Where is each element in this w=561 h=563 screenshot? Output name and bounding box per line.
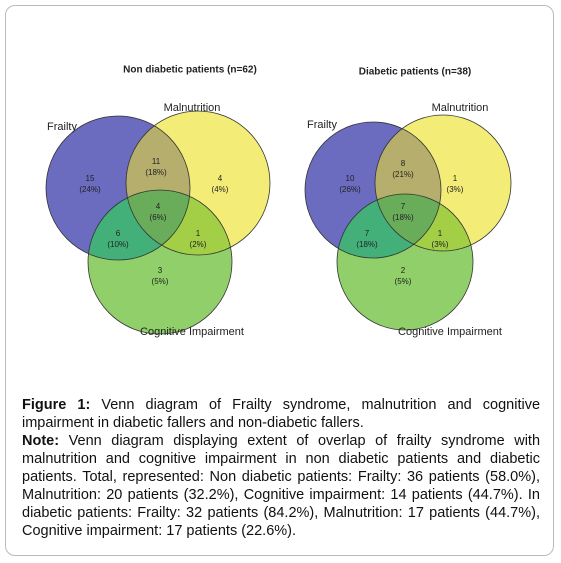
region-percent: (26%) (339, 185, 361, 194)
region-count: 7 (401, 202, 406, 211)
region-percent: (4%) (212, 185, 229, 194)
overlap-region (126, 190, 232, 255)
region-percent: (24%) (79, 185, 101, 194)
region-percent: (18%) (392, 213, 414, 222)
set-outline (374, 114, 512, 252)
set-outline (336, 193, 474, 331)
set-label: Cognitive Impairment (140, 326, 244, 338)
caption: Figure 1: Venn diagram of Frailty syndro… (22, 396, 540, 540)
region-percent: (3%) (447, 185, 464, 194)
region-count: 4 (218, 174, 223, 183)
note-text: Venn diagram displaying extent of overla… (22, 433, 541, 539)
region-percent: (3%) (432, 240, 449, 249)
overlap-region (375, 194, 473, 251)
overlap-region (375, 194, 441, 251)
region-count: 1 (438, 229, 443, 238)
set-label: Malnutrition (432, 102, 489, 114)
region-count: 11 (152, 157, 161, 166)
set-outline (45, 115, 191, 261)
set-label: Frailty (307, 119, 337, 131)
region-count: 7 (365, 229, 370, 238)
region-count: 6 (116, 229, 121, 238)
figure-text: Venn diagram of Frailty syndrome, malnut… (22, 397, 541, 431)
set-label: Cognitive Impairment (398, 326, 502, 338)
diagram-title: Diabetic patients (n=38) (359, 67, 472, 78)
region-count: 2 (401, 266, 406, 275)
set-outline (304, 121, 442, 259)
region-percent: (5%) (152, 277, 169, 286)
note-label: Note: (22, 433, 60, 449)
overlap-region (88, 190, 190, 260)
region-count: 3 (158, 266, 163, 275)
region-count: 8 (401, 159, 406, 168)
overlap-region (126, 190, 190, 255)
set-outline (87, 189, 233, 335)
diagram-title: Non diabetic patients (n=62) (123, 65, 257, 76)
set-label: Frailty (47, 121, 77, 133)
venn-diagram: Non diabetic patients (n=62) Frailty Malnu… (45, 65, 271, 338)
region-count: 4 (156, 202, 161, 211)
region-percent: (18%) (356, 240, 378, 249)
region-count: 10 (346, 174, 355, 183)
region-percent: (18%) (145, 168, 167, 177)
set-outline (125, 110, 271, 256)
figure-frame (5, 5, 554, 556)
region-percent: (6%) (150, 213, 167, 222)
venn-diagram: Diabetic patients (n=38) Frailty Malnutrit… (304, 67, 512, 338)
region-count: 1 (453, 174, 458, 183)
figure-label: Figure 1: (22, 397, 91, 413)
region-percent: (10%) (107, 240, 129, 249)
set-label: Malnutrition (164, 102, 221, 114)
venn-diagrams: Non diabetic patients (n=62) Frailty Malnu… (45, 65, 512, 338)
region-count: 1 (196, 229, 201, 238)
region-percent: (2%) (190, 240, 207, 249)
region-count: 15 (86, 174, 95, 183)
region-percent: (5%) (395, 277, 412, 286)
region-percent: (21%) (392, 170, 414, 179)
